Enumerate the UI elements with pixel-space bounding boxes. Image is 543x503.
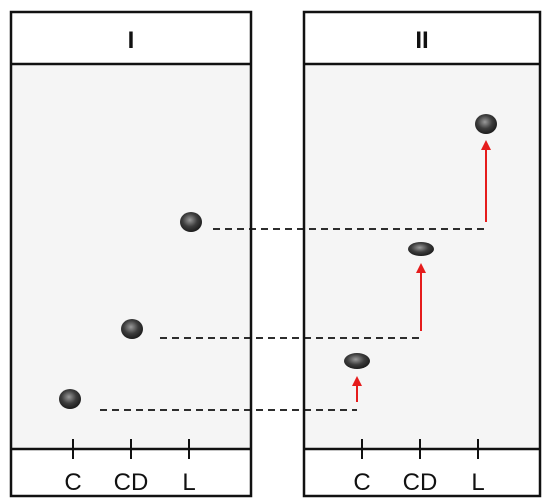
panel-1-title: I bbox=[128, 27, 135, 54]
panel-2-title: II bbox=[415, 27, 428, 54]
panel-1: I C CD L bbox=[9, 10, 253, 498]
panel-2-lane-label-l: L bbox=[471, 469, 484, 496]
panel-1-spot-c bbox=[59, 389, 81, 409]
panel-2-gel-area bbox=[304, 64, 540, 449]
panel-2-lane-label-c: C bbox=[353, 469, 370, 496]
panel-2: II C CD L bbox=[302, 10, 542, 498]
panel-2-lane-label-cd: CD bbox=[403, 469, 438, 496]
shift-arrows bbox=[352, 140, 491, 402]
panel-1-gel-area bbox=[11, 64, 251, 449]
panel-1-spot-cd bbox=[121, 319, 143, 339]
panel-2-frame bbox=[302, 10, 542, 498]
panel-1-lane-label-l: L bbox=[182, 469, 195, 496]
panel-2-spot-cd bbox=[408, 242, 434, 256]
panel-1-frame bbox=[9, 10, 253, 498]
panel-1-lane-label-c: C bbox=[64, 469, 81, 496]
panel-1-spot-l bbox=[180, 212, 202, 232]
panel-2-spot-c bbox=[344, 353, 370, 369]
panel-2-spot-l bbox=[475, 114, 497, 134]
panel-1-lane-label-cd: CD bbox=[114, 469, 149, 496]
reference-lines bbox=[100, 228, 486, 411]
